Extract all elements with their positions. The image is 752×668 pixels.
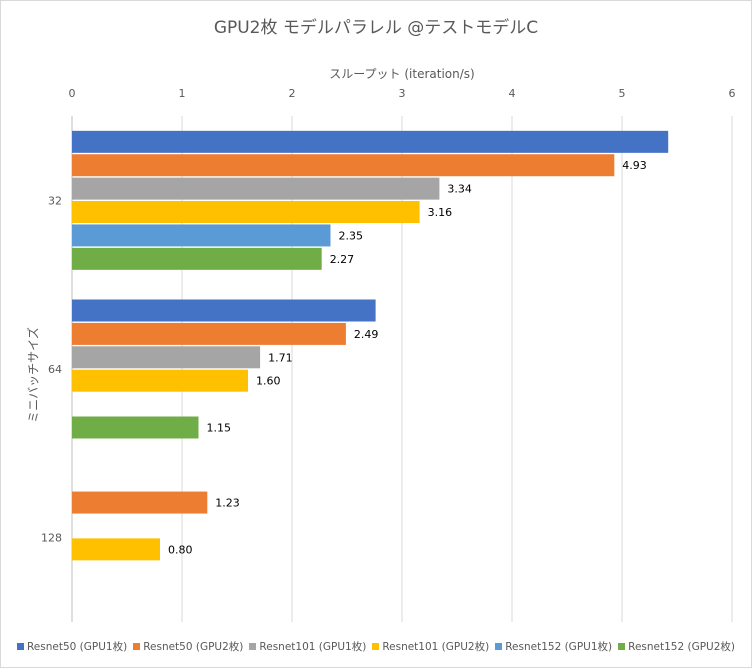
legend-label: Resnet50 (GPU2枚) bbox=[143, 641, 244, 653]
legend-swatch bbox=[249, 643, 257, 650]
legend-item: Resnet152 (GPU2枚) bbox=[618, 639, 735, 654]
legend-item: Resnet101 (GPU1枚) bbox=[249, 639, 366, 654]
legend-label: Resnet152 (GPU2枚) bbox=[628, 641, 736, 653]
x-axis-label: スループット (iteration/s) bbox=[329, 67, 475, 81]
bar bbox=[72, 322, 346, 345]
bar bbox=[72, 224, 331, 247]
y-tick-label: 64 bbox=[48, 363, 62, 376]
bar bbox=[72, 416, 199, 439]
bar bbox=[72, 346, 261, 369]
bar bbox=[72, 491, 208, 514]
legend-label: Resnet152 (GPU1枚) bbox=[505, 641, 613, 653]
bar bbox=[72, 201, 420, 224]
legend-swatch bbox=[16, 643, 24, 650]
legend-item: Resnet50 (GPU1枚) bbox=[16, 639, 128, 654]
legend-label: Resnet101 (GPU1枚) bbox=[259, 641, 367, 653]
bar bbox=[72, 299, 376, 322]
data-label: 2.35 bbox=[339, 229, 364, 242]
legend-label: Resnet101 (GPU2枚) bbox=[382, 641, 490, 653]
data-label: 1.23 bbox=[215, 497, 240, 510]
x-tick-label: 2 bbox=[289, 87, 296, 100]
legend-item: Resnet50 (GPU2枚) bbox=[133, 639, 243, 654]
legend-swatch bbox=[618, 643, 626, 650]
chart-title: GPU2枚 モデルパラレル @テストモデルC bbox=[213, 18, 539, 38]
data-label: 3.16 bbox=[428, 206, 453, 219]
legend: Resnet50 (GPU1枚) Resnet50 (GPU2枚) Resnet10… bbox=[0, 639, 752, 654]
data-label: 2.27 bbox=[330, 253, 355, 266]
bar bbox=[72, 130, 669, 153]
data-label: 2.49 bbox=[354, 328, 379, 341]
bar bbox=[72, 247, 322, 270]
x-tick-label: 4 bbox=[509, 87, 516, 100]
data-label: 1.15 bbox=[207, 422, 232, 435]
bar bbox=[72, 538, 160, 561]
x-tick-label: 5 bbox=[619, 87, 626, 100]
x-tick-label: 6 bbox=[729, 87, 736, 100]
x-tick-label: 0 bbox=[69, 87, 76, 100]
data-label: 0.80 bbox=[168, 543, 193, 556]
y-tick-label: 32 bbox=[48, 194, 62, 207]
bar bbox=[72, 369, 248, 392]
legend-item: Resnet152 (GPU1枚) bbox=[495, 639, 612, 654]
data-label: 3.34 bbox=[447, 183, 472, 196]
data-label: 1.71 bbox=[268, 351, 293, 364]
legend-label: Resnet50 (GPU1枚) bbox=[26, 641, 128, 653]
x-tick-label: 1 bbox=[179, 87, 186, 100]
legend-swatch bbox=[495, 643, 503, 650]
legend-swatch bbox=[133, 643, 141, 650]
data-label: 4.93 bbox=[622, 159, 647, 172]
legend-swatch bbox=[372, 643, 380, 650]
bar bbox=[72, 154, 615, 177]
data-label: 1.60 bbox=[256, 375, 281, 388]
legend-item: Resnet101 (GPU2枚) bbox=[372, 639, 489, 654]
y-tick-label: 128 bbox=[41, 532, 62, 545]
bar bbox=[72, 177, 440, 200]
x-tick-label: 3 bbox=[399, 87, 406, 100]
